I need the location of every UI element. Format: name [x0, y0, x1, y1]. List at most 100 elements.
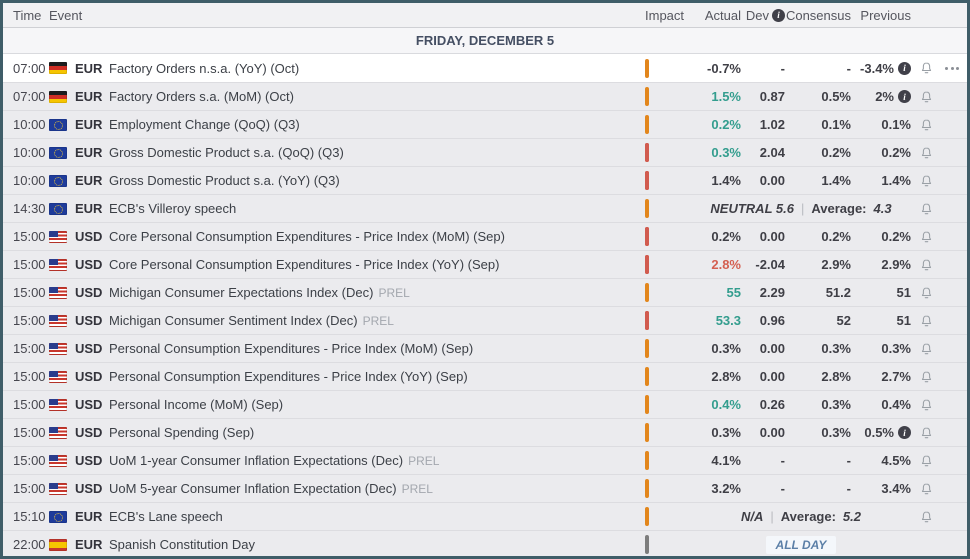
info-icon[interactable]: i [898, 426, 911, 439]
info-icon[interactable]: i [772, 8, 785, 22]
notification-bell-icon[interactable] [919, 89, 934, 105]
col-actual-label: Actual [704, 7, 741, 23]
event-name: Personal Spending (Sep) [109, 425, 255, 440]
event-row[interactable]: 10:00 EUR Gross Domestic Product s.a. (QoQ… [3, 138, 967, 166]
speech-result: NEUTRAL 5.6 | Average: 4.3 [691, 201, 911, 216]
consensus-value: 2.8% [821, 369, 851, 384]
deviation-value: 0.96 [759, 313, 785, 328]
date-header: FRIDAY, DECEMBER 5 [3, 28, 967, 54]
holiday-cell: ALL DAY [691, 535, 911, 554]
notification-bell-icon[interactable] [919, 201, 934, 217]
notification-bell-icon[interactable] [919, 229, 934, 245]
dev-label-text: Dev [745, 7, 769, 23]
event-time: 10:00 [13, 173, 46, 188]
event-time: 15:00 [13, 453, 46, 468]
event-row[interactable]: 15:00 USD Michigan Consumer Sentiment Inde… [3, 306, 967, 334]
impact-meter [645, 283, 649, 302]
impact-cell [645, 507, 691, 526]
notification-bell-icon[interactable] [919, 60, 934, 76]
event-time: 22:00 [13, 537, 46, 552]
currency-code: USD [75, 341, 103, 356]
notification-bell-icon[interactable] [919, 397, 934, 413]
info-icon[interactable]: i [898, 90, 911, 103]
consensus-value: 0.3% [821, 425, 851, 440]
event-row[interactable]: 15:00 USD Core Personal Consumption Expend… [3, 250, 967, 278]
event-row[interactable]: 15:00 USD Michigan Consumer Expectations I… [3, 278, 967, 306]
event-row[interactable]: 15:10 EUR ECB's Lane speech N/A | Average: 5.2 [3, 502, 967, 530]
previous-value: 3.4% [881, 481, 911, 496]
impact-meter [645, 535, 649, 554]
spain-flag-icon [49, 538, 67, 551]
european-union-flag-icon [49, 202, 67, 215]
event-time: 14:30 [13, 201, 46, 216]
event-name-cell: UoM 5-year Consumer Inflation Expectatio… [109, 481, 645, 496]
impact-meter [645, 339, 649, 358]
impact-meter [645, 395, 649, 414]
notification-bell-icon[interactable] [919, 145, 934, 161]
notification-bell-icon[interactable] [919, 425, 934, 441]
notification-bell-icon[interactable] [919, 285, 934, 301]
deviation-value: 2.29 [759, 285, 785, 300]
deviation-value: 0.00 [759, 229, 785, 244]
previous-value: 51 [896, 285, 911, 300]
impact-cell [645, 367, 691, 386]
notification-bell-icon[interactable] [919, 369, 934, 385]
event-row[interactable]: 15:00 USD Personal Consumption Expenditure… [3, 362, 967, 390]
consensus-value: 0.5% [821, 89, 851, 104]
event-row[interactable]: 15:00 USD Personal Income (MoM) (Sep) 0.4% 0… [3, 390, 967, 418]
previous-value: 0.3% [881, 341, 911, 356]
event-time: 15:00 [13, 313, 46, 328]
deviation-value: 2.04 [759, 145, 785, 160]
event-row[interactable]: 15:00 USD UoM 1-year Consumer Inflation Ex… [3, 446, 967, 474]
impact-cell [645, 87, 691, 106]
event-name-cell: ECB's Lane speech [109, 509, 645, 524]
event-row[interactable]: 15:00 USD Core Personal Consumption Expend… [3, 222, 967, 250]
event-row[interactable]: 22:00 EUR Spanish Constitution Day ALL DAY [3, 530, 967, 556]
event-name: Personal Consumption Expenditures - Pric… [109, 369, 468, 384]
deviation-value: -2.04 [755, 257, 785, 272]
event-name: Factory Orders n.s.a. (YoY) (Oct) [109, 60, 300, 76]
impact-meter [645, 507, 649, 526]
event-row[interactable]: 07:00 EUR Factory Orders s.a. (MoM) (Oct) 1… [3, 82, 967, 110]
event-name-cell: UoM 1-year Consumer Inflation Expectatio… [109, 453, 645, 468]
event-row[interactable]: 07:00 EUR Factory Orders n.s.a. (YoY) (Oct… [3, 54, 967, 82]
notification-bell-icon[interactable] [919, 117, 934, 133]
notification-bell-icon[interactable] [919, 453, 934, 469]
bell-cell [911, 509, 941, 525]
deviation-value: 0.00 [759, 173, 785, 188]
notification-bell-icon[interactable] [919, 341, 934, 357]
event-row[interactable]: 15:00 USD Personal Spending (Sep) 0.3% 0.00 0… [3, 418, 967, 446]
previous-cell: 51 [851, 285, 911, 300]
currency-code: USD [75, 313, 103, 328]
previous-value: 2.7% [881, 369, 911, 384]
previous-cell: 2.7% [851, 369, 911, 384]
consensus-value: 2.9% [821, 257, 851, 272]
notification-bell-icon[interactable] [919, 313, 934, 329]
impact-meter [645, 171, 649, 190]
event-name: Factory Orders s.a. (MoM) (Oct) [109, 89, 294, 104]
impact-meter [645, 423, 649, 442]
notification-bell-icon[interactable] [919, 257, 934, 273]
info-icon[interactable]: i [898, 61, 911, 75]
impact-cell [645, 311, 691, 330]
event-row[interactable]: 15:00 USD Personal Consumption Expenditure… [3, 334, 967, 362]
previous-value: 0.2% [881, 145, 911, 160]
event-row[interactable]: 10:00 EUR Employment Change (QoQ) (Q3) 0.2%… [3, 110, 967, 138]
event-row[interactable]: 14:30 EUR ECB's Villeroy speech NEUTRAL 5.6… [3, 194, 967, 222]
event-name-cell: Gross Domestic Product s.a. (QoQ) (Q3) [109, 145, 645, 160]
event-name-cell: Core Personal Consumption Expenditures -… [109, 257, 645, 272]
united-states-flag-icon [49, 370, 67, 383]
currency-code: USD [75, 453, 103, 468]
notification-bell-icon[interactable] [919, 509, 934, 525]
event-name-cell: Gross Domestic Product s.a. (YoY) (Q3) [109, 173, 645, 188]
notification-bell-icon[interactable] [919, 481, 934, 497]
consensus-value: - [846, 60, 851, 76]
actual-value: 2.8% [711, 369, 741, 384]
more-options-button[interactable] [945, 66, 959, 70]
event-row[interactable]: 15:00 USD UoM 5-year Consumer Inflation Ex… [3, 474, 967, 502]
notification-bell-icon[interactable] [919, 173, 934, 189]
event-row[interactable]: 10:00 EUR Gross Domestic Product s.a. (YoY… [3, 166, 967, 194]
impact-cell [645, 58, 691, 78]
deviation-value: 0.26 [759, 397, 785, 412]
